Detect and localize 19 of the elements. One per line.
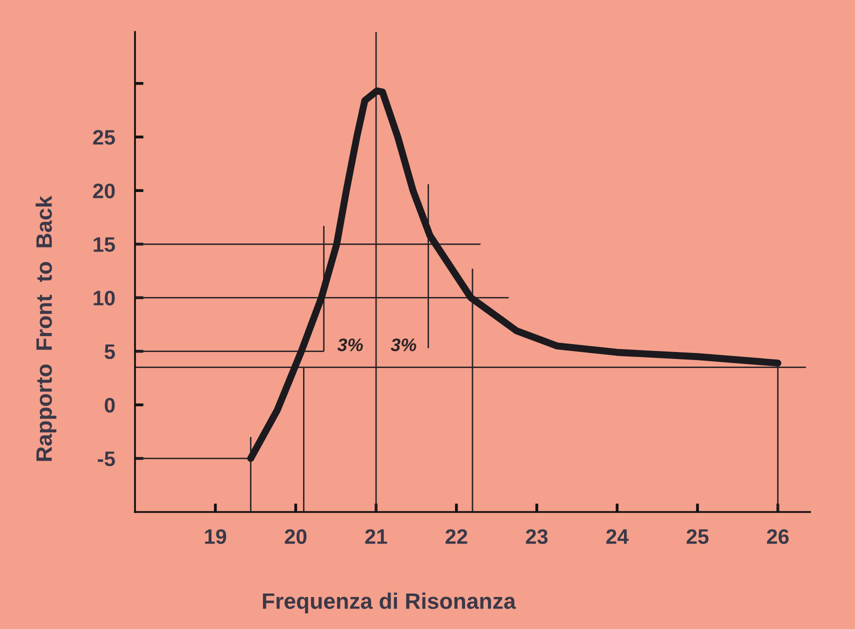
annotation: 3%	[337, 338, 363, 352]
y-axis-title: Rapporto Front to Back	[36, 196, 56, 461]
y-tick-label: 20	[93, 184, 115, 198]
x-tick-label: 19	[205, 529, 226, 544]
y-tick-label: -5	[98, 452, 115, 466]
annotation: 3%	[390, 338, 416, 352]
y-tick-label: 10	[94, 290, 115, 306]
x-tick-label: 25	[686, 529, 709, 544]
y-tick-label: 25	[93, 130, 115, 145]
x-tick-label: 23	[526, 529, 548, 544]
x-tick-label: 21	[365, 529, 388, 544]
x-tick-label: 24	[606, 529, 629, 544]
y-tick-label: 5	[104, 344, 115, 360]
x-axis-title: Frequenza di Risonanza	[262, 592, 516, 614]
y-tick-label: 0	[104, 398, 115, 413]
x-tick-label: 20	[284, 529, 306, 544]
y-tick-label: 15	[94, 237, 115, 252]
x-tick-label: 22	[446, 529, 468, 544]
x-tick-label: 26	[766, 529, 789, 544]
